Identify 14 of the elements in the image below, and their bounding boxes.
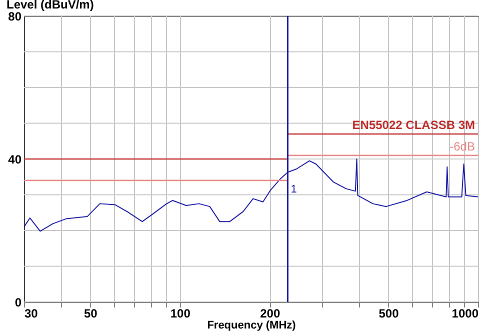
series-label: -6dB [450, 139, 475, 154]
x-tick-label: 500 [378, 306, 400, 320]
x-axis-title: Frequency (MHz) [207, 320, 296, 332]
series-label: EN55022 CLASSB 3M [352, 118, 475, 132]
x-tick-label: 100 [170, 306, 191, 320]
x-tick-label: 200 [260, 306, 280, 320]
y-axis-title: Level (dBuV/m) [6, 0, 94, 12]
x-tick-label: 50 [84, 306, 98, 320]
x-tick-label: 30 [24, 306, 38, 320]
x-tick-label: 1000 [452, 306, 479, 320]
y-tick-label: 0 [14, 296, 22, 310]
annotation: 1 [290, 183, 297, 196]
y-tick-label: 80 [8, 10, 22, 24]
y-tick-label: 40 [8, 152, 22, 166]
